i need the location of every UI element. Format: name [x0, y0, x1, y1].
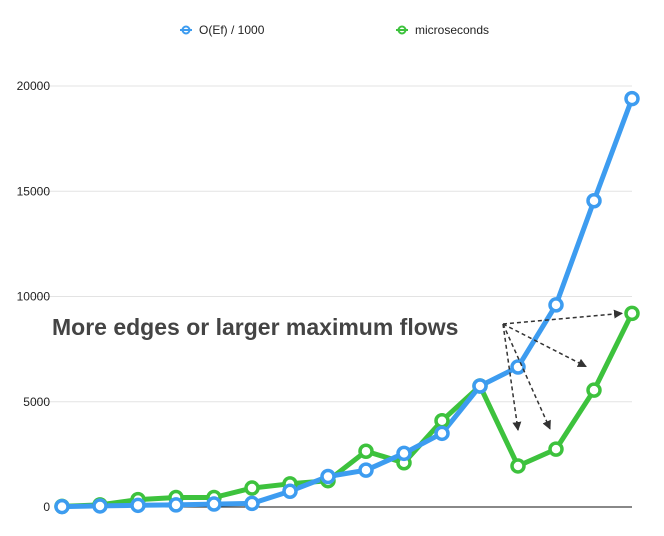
series-0-point-15 — [624, 90, 640, 107]
y-axis-tick-labels: 0 5000 10000 15000 20000 — [17, 79, 51, 514]
legend: O(Ef) / 1000 microseconds — [180, 23, 489, 37]
series-0-point-9 — [396, 445, 412, 462]
series-1-point-15 — [624, 305, 640, 322]
series-0-point-11 — [472, 378, 488, 394]
series-0-point-0 — [54, 498, 70, 515]
y-tick-label-10000: 10000 — [17, 290, 51, 304]
series-0-point-1 — [92, 498, 108, 514]
legend-label-microseconds: microseconds — [415, 23, 489, 37]
y-tick-label-0: 0 — [43, 500, 50, 514]
series-0-point-2 — [130, 497, 146, 514]
series-0-point-10 — [434, 425, 450, 442]
series-1-point-8 — [358, 443, 374, 459]
series-line-1 — [59, 310, 635, 509]
y-tick-label-5000: 5000 — [23, 395, 50, 409]
annotation-arrows — [502, 309, 623, 432]
annotation-arrow-0 — [502, 309, 623, 325]
annotation-arrow-2 — [502, 323, 551, 430]
series-1-point-12 — [510, 458, 526, 474]
series-0-point-7 — [320, 468, 336, 485]
series-0-point-3 — [168, 497, 184, 513]
series-0-point-5 — [244, 495, 260, 512]
y-tick-label-15000: 15000 — [17, 184, 51, 198]
annotation: More edges or larger maximum flows — [52, 309, 623, 432]
series-0-point-14 — [586, 192, 602, 209]
series-0-point-12 — [510, 359, 526, 375]
annotation-arrow-1 — [502, 323, 587, 368]
grid — [30, 85, 632, 403]
series-0-point-4 — [206, 496, 222, 512]
series-1-point-10 — [434, 412, 450, 429]
series-points — [54, 90, 640, 515]
series-1-point-14 — [586, 382, 602, 398]
y-tick-label-20000: 20000 — [17, 79, 51, 93]
series-0-point-6 — [282, 483, 298, 499]
series-line-0 — [59, 96, 635, 510]
annotation-arrow-3 — [502, 323, 522, 432]
series-lines — [59, 96, 635, 510]
legend-label-oef: O(Ef) / 1000 — [199, 23, 265, 37]
annotation-text: More edges or larger maximum flows — [52, 314, 458, 340]
legend-item-microseconds: microseconds — [396, 23, 489, 37]
series-1-point-13 — [548, 441, 564, 457]
series-1-point-5 — [244, 480, 260, 496]
legend-item-oef: O(Ef) / 1000 — [180, 23, 265, 37]
series-0-point-13 — [548, 297, 564, 313]
series-0-point-8 — [358, 462, 374, 478]
